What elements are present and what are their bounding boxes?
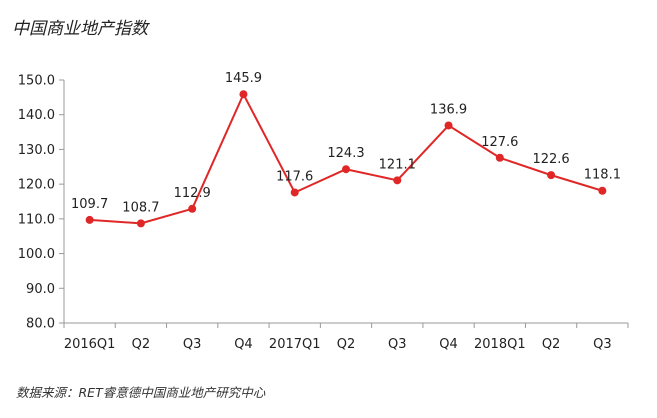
data-point <box>495 153 504 162</box>
x-tick-label: 2018Q1 <box>474 337 526 352</box>
series-line: 109.7 108.7 112.9 145.9 117.6 124.3 121.1 136.9… <box>71 71 621 228</box>
x-tick-label: 2017Q1 <box>269 337 321 352</box>
data-label: 121.1 <box>379 157 416 172</box>
data-point <box>342 165 350 174</box>
y-tick-label: 80.0 <box>26 317 55 332</box>
y-tick-label: 110.0 <box>18 212 55 227</box>
x-axis: 2016Q1 Q2 Q3 Q4 2017Q1 Q2 Q3 Q4 2018Q1 Q2 Q3 <box>63 322 629 352</box>
data-point <box>444 121 453 130</box>
data-point <box>239 90 248 99</box>
data-point <box>290 188 299 197</box>
x-tick-label: Q2 <box>542 337 561 352</box>
y-tick-label: 150.0 <box>18 74 55 89</box>
y-tick-label: 90.0 <box>26 282 55 297</box>
x-tick-label: Q3 <box>183 337 202 352</box>
data-label: 108.7 <box>122 200 159 215</box>
data-label: 127.6 <box>481 135 518 150</box>
data-label: 136.9 <box>430 102 467 117</box>
data-point <box>598 186 607 195</box>
source-note: 数据来源：RET睿意德中国商业地产研究中心 <box>16 385 266 400</box>
data-point <box>188 204 197 213</box>
data-point <box>393 176 402 185</box>
x-tick-label: Q2 <box>337 337 356 352</box>
y-tick-label: 130.0 <box>18 143 55 158</box>
y-tick-label: 140.0 <box>18 108 55 123</box>
data-label: 118.1 <box>584 168 621 183</box>
chart-title: 中国商业地产指数 <box>12 19 148 39</box>
data-label: 112.9 <box>174 186 211 201</box>
data-point <box>547 171 556 180</box>
data-label: 145.9 <box>225 71 262 86</box>
x-tick-label: Q3 <box>593 337 612 352</box>
x-tick-label: Q3 <box>388 337 407 352</box>
y-axis: 80.0 90.0 100.0 110.0 120.0 130.0 140.0 150.0 <box>18 74 65 332</box>
x-tick-label: Q4 <box>234 337 253 352</box>
x-tick-label: 2016Q1 <box>64 337 116 352</box>
x-tick-label: Q2 <box>132 337 151 352</box>
data-point <box>85 215 94 224</box>
data-label: 109.7 <box>71 197 108 212</box>
y-tick-label: 120.0 <box>18 178 55 193</box>
data-label: 122.6 <box>532 152 569 167</box>
data-label: 117.6 <box>276 169 313 184</box>
y-tick-label: 100.0 <box>18 247 55 262</box>
data-point <box>136 219 145 228</box>
data-label: 124.3 <box>327 146 364 161</box>
x-tick-label: Q4 <box>439 337 458 352</box>
